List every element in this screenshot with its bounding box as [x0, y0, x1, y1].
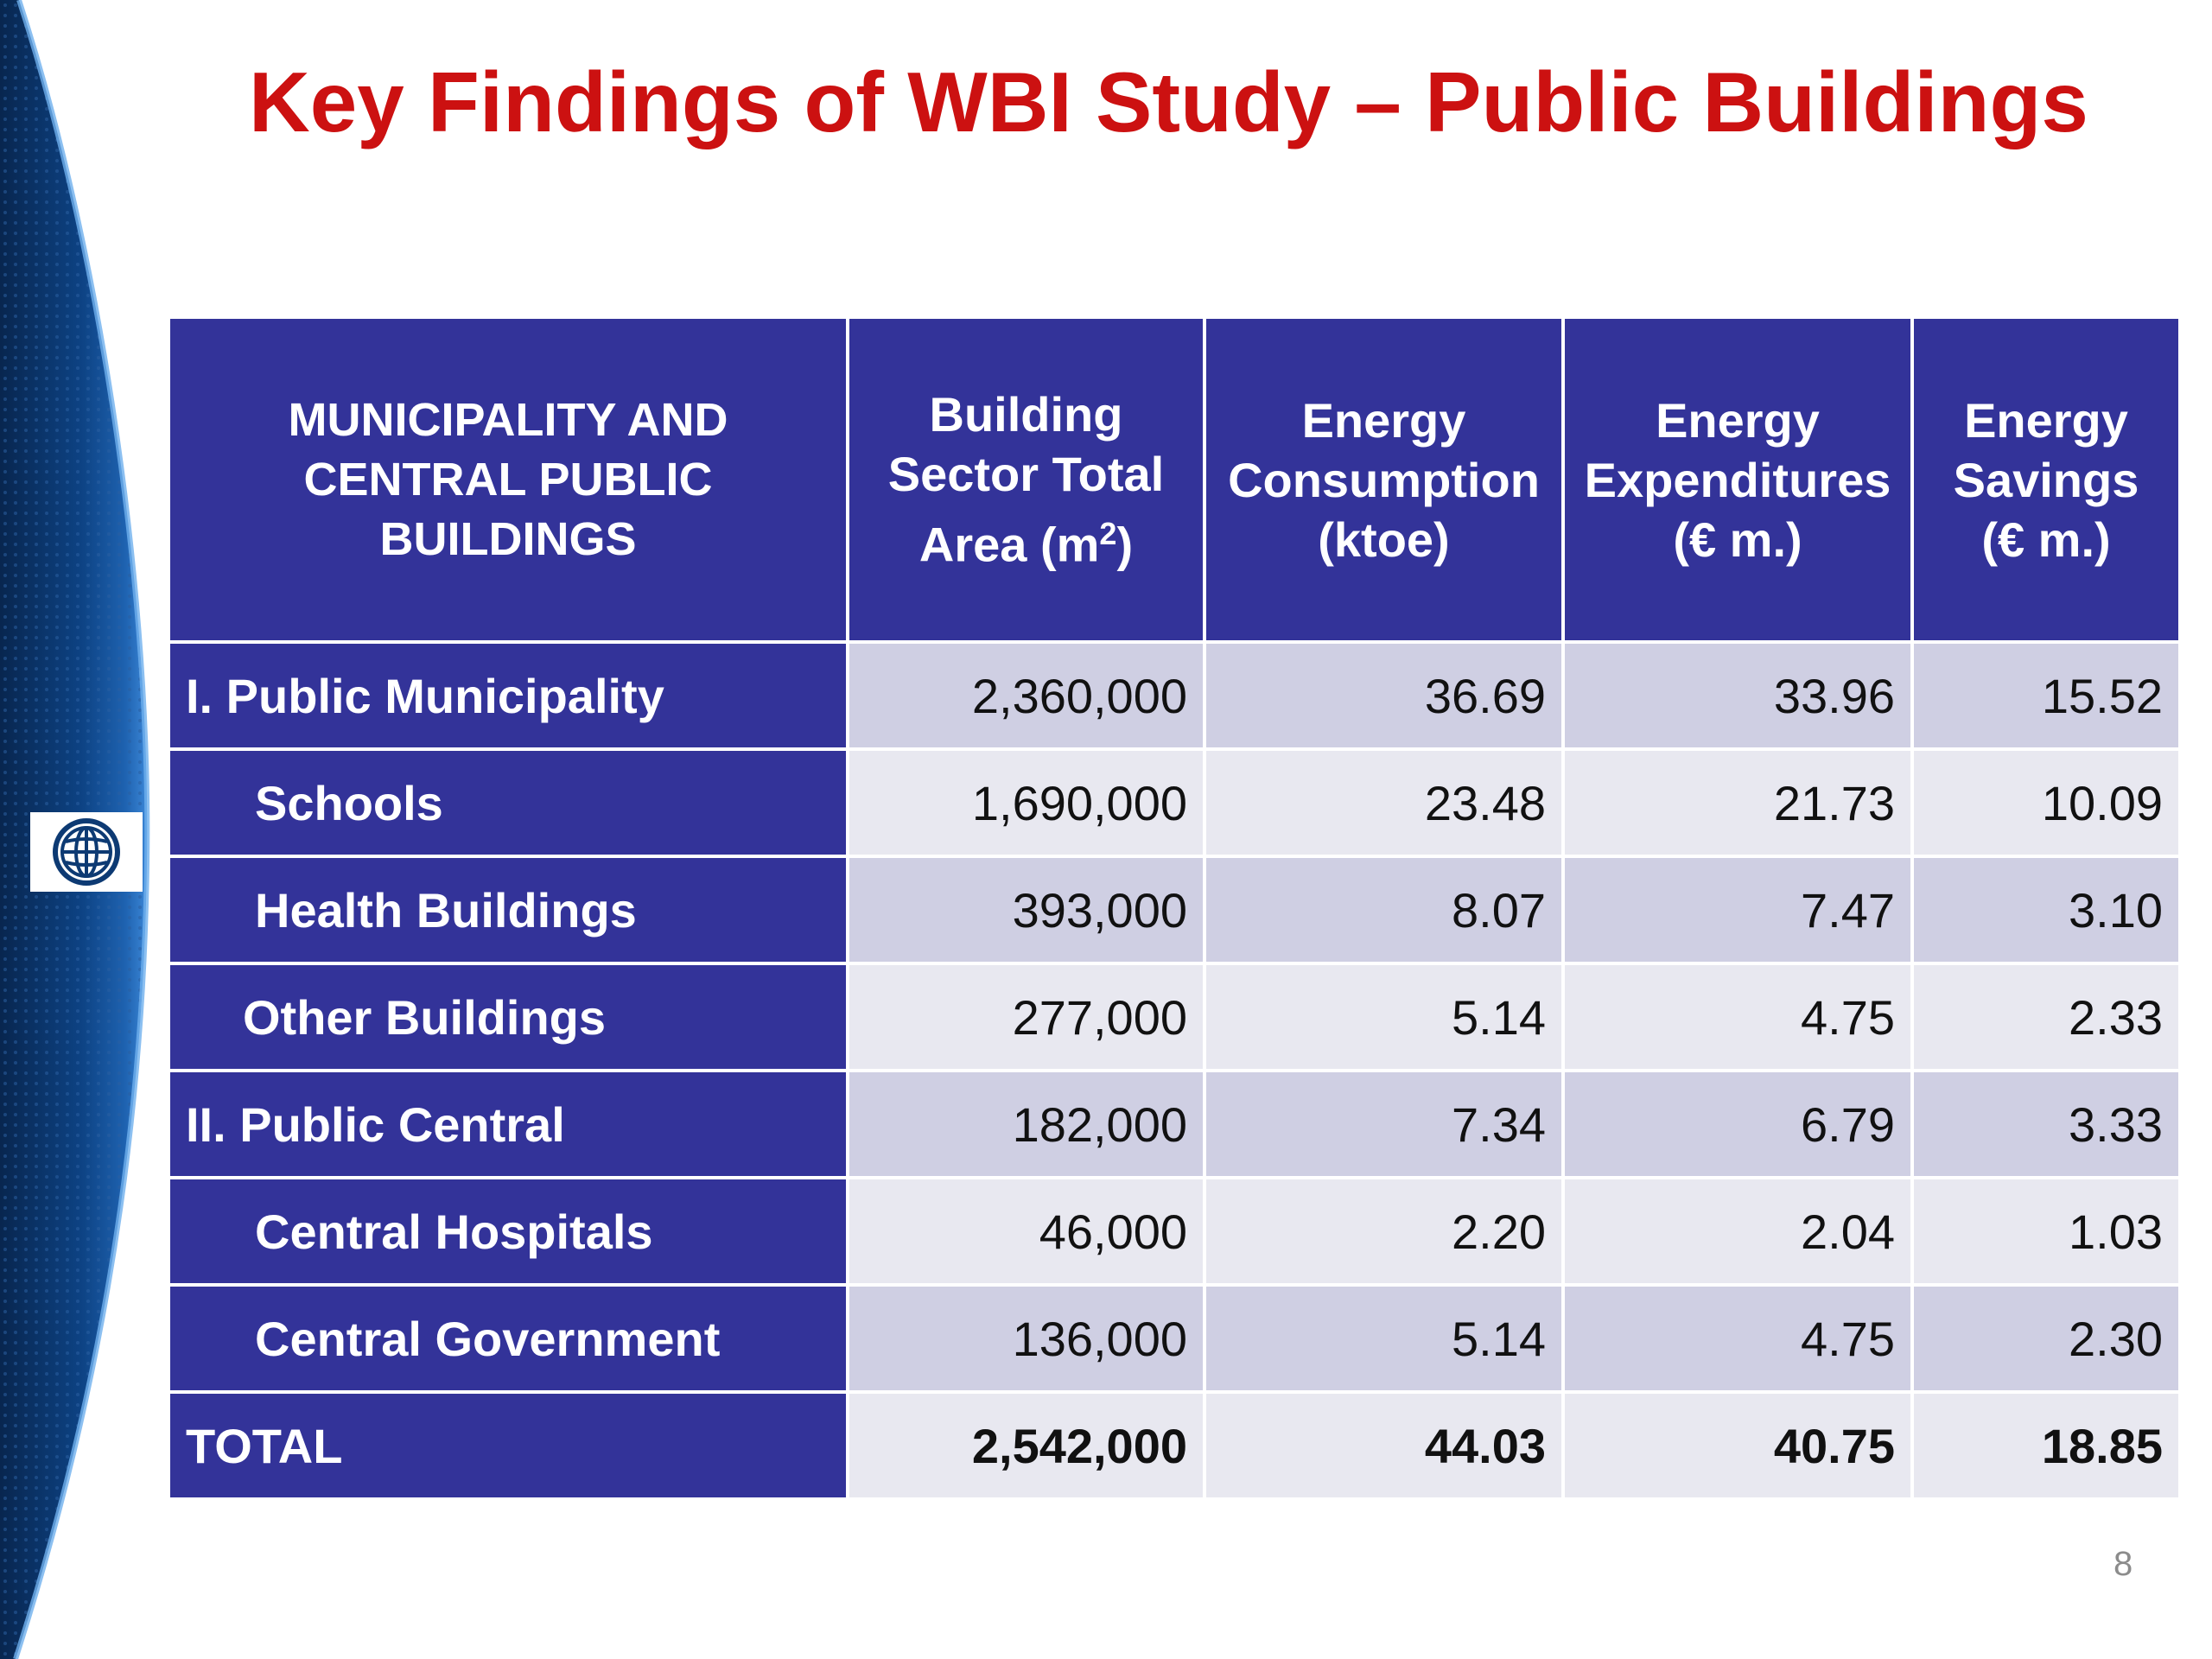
row-label: Schools	[167, 747, 849, 858]
cell-consumption-total: 44.03	[1203, 1390, 1565, 1501]
cell-expenditures: 21.73	[1561, 747, 1914, 858]
cell-consumption: 5.14	[1203, 962, 1565, 1072]
table-total-row: TOTAL 2,542,000 44.03 40.75 18.85	[167, 1390, 2182, 1501]
cell-expenditures: 6.79	[1561, 1069, 1914, 1179]
cell-expenditures: 2.04	[1561, 1176, 1914, 1287]
cell-area: 277,000	[846, 962, 1206, 1072]
cell-area: 136,000	[846, 1283, 1206, 1394]
cell-savings-total: 18.85	[1910, 1390, 2182, 1501]
cell-area: 2,360,000	[846, 640, 1206, 751]
cell-area-total: 2,542,000	[846, 1390, 1206, 1501]
row-label: Central Hospitals	[167, 1176, 849, 1287]
row-label: Central Government	[167, 1283, 849, 1394]
cell-savings: 3.33	[1910, 1069, 2182, 1179]
cell-area: 393,000	[846, 855, 1206, 965]
row-label: II. Public Central	[167, 1069, 849, 1179]
cell-expenditures: 33.96	[1561, 640, 1914, 751]
table-row: Schools 1,690,000 23.48 21.73 10.09	[167, 747, 2182, 858]
table-row: Central Hospitals 46,000 2.20 2.04 1.03	[167, 1176, 2182, 1287]
row-label: Other Buildings	[167, 962, 849, 1072]
row-label: I. Public Municipality	[167, 640, 849, 751]
column-header-savings: Energy Savings (€ m.)	[1910, 315, 2182, 644]
energy-data-table: MUNICIPALITY AND CENTRAL PUBLIC BUILDING…	[167, 315, 2182, 1501]
cell-expenditures-total: 40.75	[1561, 1390, 1914, 1501]
cell-area: 1,690,000	[846, 747, 1206, 858]
cell-expenditures: 7.47	[1561, 855, 1914, 965]
table-header-row: MUNICIPALITY AND CENTRAL PUBLIC BUILDING…	[167, 315, 2182, 644]
cell-savings: 1.03	[1910, 1176, 2182, 1287]
slide-title: Key Findings of WBI Study – Public Build…	[249, 54, 2088, 149]
cell-consumption: 5.14	[1203, 1283, 1565, 1394]
row-label: Health Buildings	[167, 855, 849, 965]
cell-savings: 2.33	[1910, 962, 2182, 1072]
cell-expenditures: 4.75	[1561, 1283, 1914, 1394]
cell-savings: 10.09	[1910, 747, 2182, 858]
cell-expenditures: 4.75	[1561, 962, 1914, 1072]
cell-area: 46,000	[846, 1176, 1206, 1287]
cell-consumption: 7.34	[1203, 1069, 1565, 1179]
cell-consumption: 23.48	[1203, 747, 1565, 858]
world-globe-icon	[53, 818, 120, 886]
cell-consumption: 8.07	[1203, 855, 1565, 965]
table-row: Health Buildings 393,000 8.07 7.47 3.10	[167, 855, 2182, 965]
cell-savings: 15.52	[1910, 640, 2182, 751]
column-header-area: Building Sector Total Area (m2)	[846, 315, 1206, 644]
cell-area: 182,000	[846, 1069, 1206, 1179]
column-header-consumption: Energy Consumption (ktoe)	[1203, 315, 1565, 644]
cell-consumption: 2.20	[1203, 1176, 1565, 1287]
table-row: Other Buildings 277,000 5.14 4.75 2.33	[167, 962, 2182, 1072]
page-number: 8	[2113, 1545, 2133, 1583]
logo-badge	[30, 812, 143, 892]
cell-consumption: 36.69	[1203, 640, 1565, 751]
table-row: II. Public Central 182,000 7.34 6.79 3.3…	[167, 1069, 2182, 1179]
table-row: I. Public Municipality 2,360,000 36.69 3…	[167, 640, 2182, 751]
cell-savings: 2.30	[1910, 1283, 2182, 1394]
cell-savings: 3.10	[1910, 855, 2182, 965]
table-row: Central Government 136,000 5.14 4.75 2.3…	[167, 1283, 2182, 1394]
column-header-expenditures: Energy Expenditures (€ m.)	[1561, 315, 1914, 644]
row-label-total: TOTAL	[167, 1390, 849, 1501]
column-header-category: MUNICIPALITY AND CENTRAL PUBLIC BUILDING…	[167, 315, 849, 644]
